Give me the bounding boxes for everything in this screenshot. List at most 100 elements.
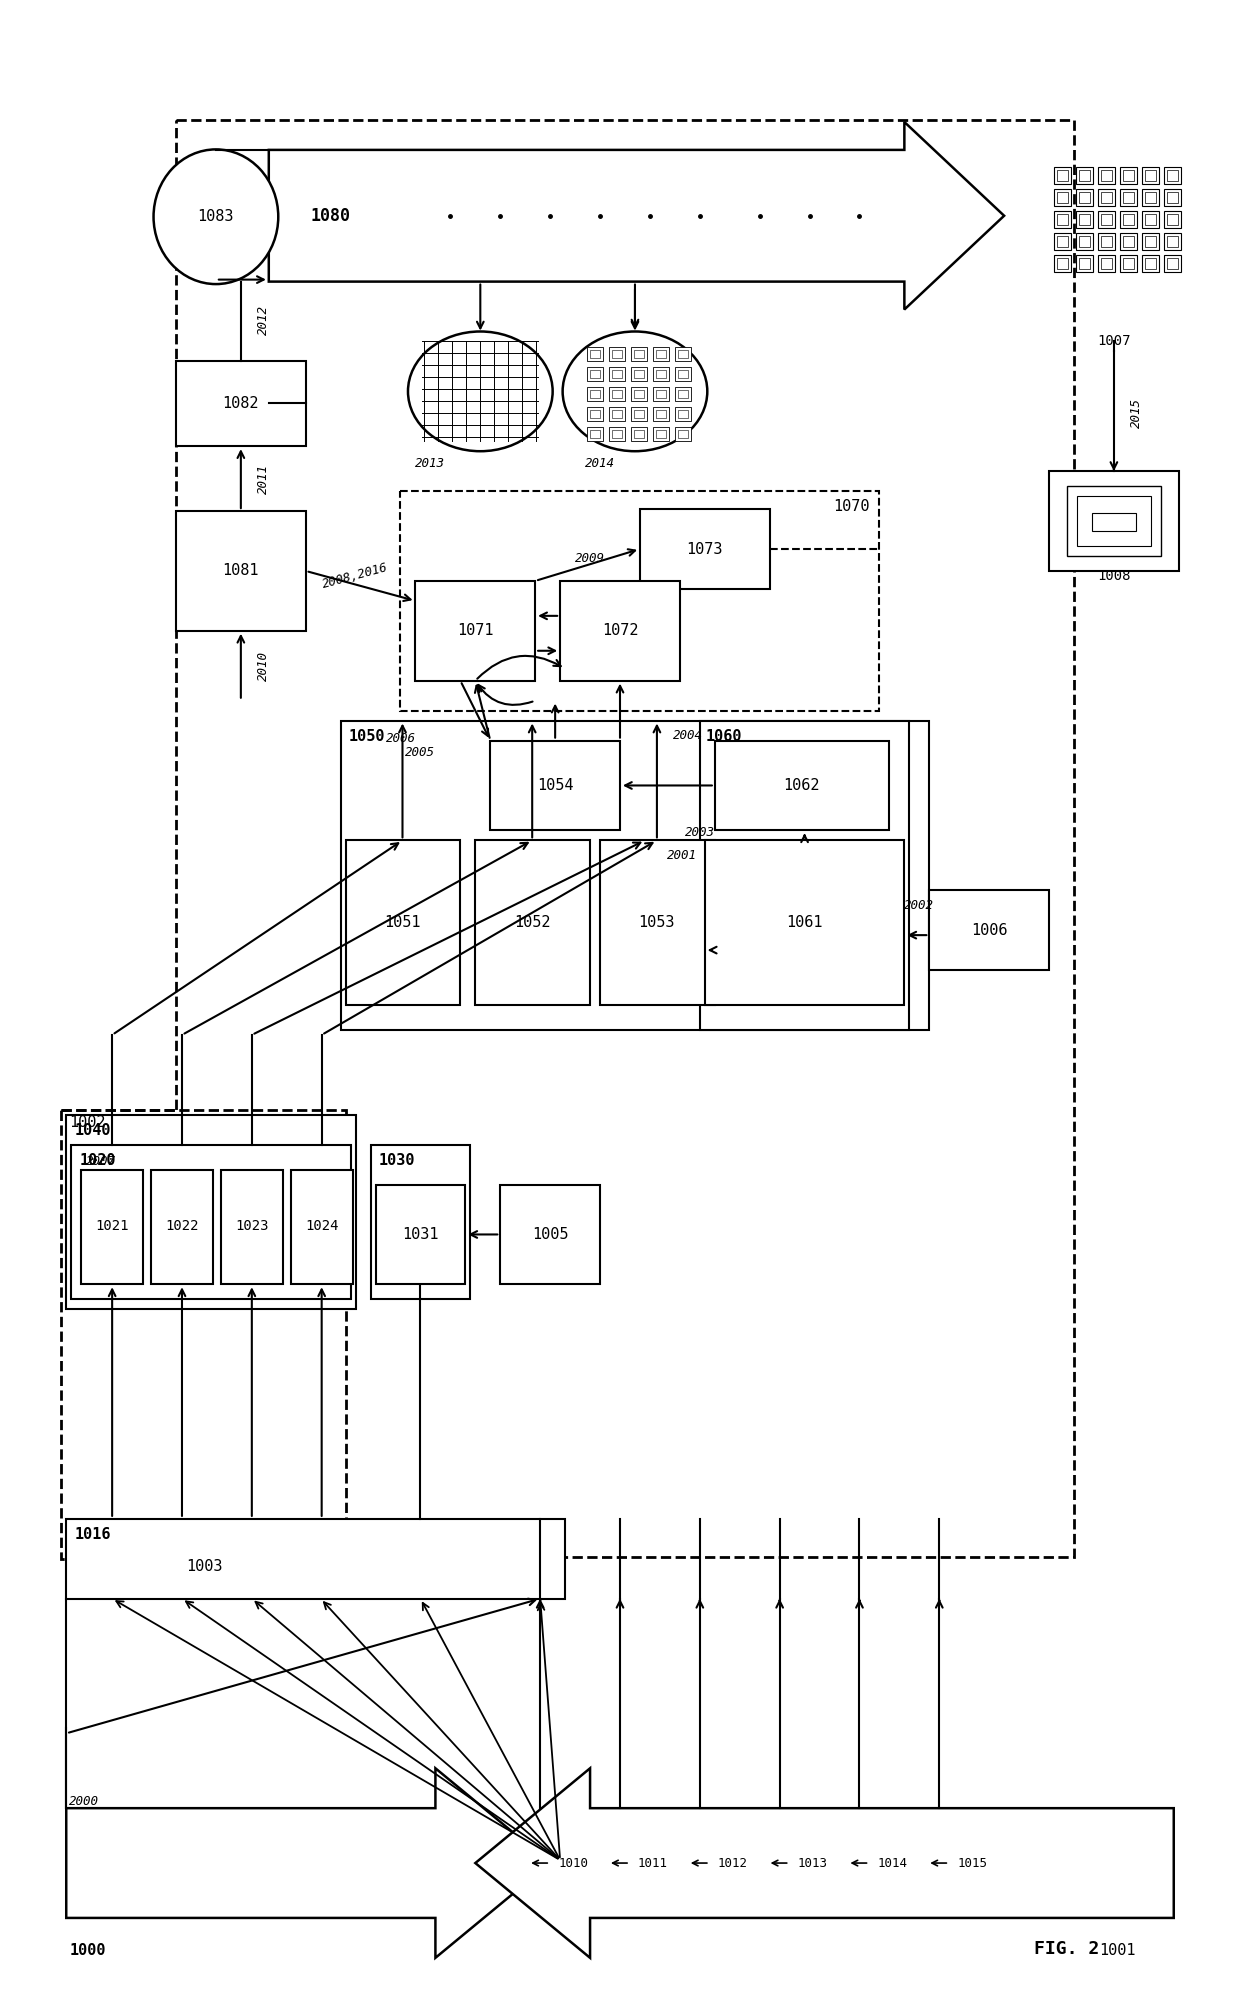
FancyBboxPatch shape [590, 370, 600, 378]
FancyBboxPatch shape [1076, 189, 1092, 205]
FancyBboxPatch shape [1054, 233, 1071, 251]
FancyBboxPatch shape [699, 720, 909, 1030]
Text: 1054: 1054 [537, 778, 573, 794]
FancyBboxPatch shape [675, 428, 691, 442]
FancyBboxPatch shape [290, 1170, 352, 1285]
FancyBboxPatch shape [66, 1114, 356, 1309]
FancyBboxPatch shape [590, 350, 600, 358]
FancyBboxPatch shape [613, 370, 622, 378]
FancyBboxPatch shape [653, 408, 668, 422]
FancyBboxPatch shape [1076, 211, 1092, 227]
Text: 1083: 1083 [197, 209, 234, 225]
FancyBboxPatch shape [587, 368, 603, 382]
FancyBboxPatch shape [1120, 255, 1137, 272]
FancyBboxPatch shape [1164, 167, 1180, 183]
FancyBboxPatch shape [71, 1144, 351, 1299]
FancyBboxPatch shape [587, 408, 603, 422]
Text: 1070: 1070 [833, 499, 869, 513]
Text: 1010: 1010 [558, 1856, 588, 1870]
Text: 2008,2016: 2008,2016 [321, 561, 389, 591]
Text: 1040: 1040 [74, 1122, 110, 1138]
Text: 1073: 1073 [687, 541, 723, 557]
FancyBboxPatch shape [1164, 189, 1180, 205]
FancyBboxPatch shape [631, 368, 647, 382]
FancyBboxPatch shape [675, 368, 691, 382]
FancyBboxPatch shape [376, 1185, 465, 1285]
FancyBboxPatch shape [634, 430, 644, 438]
FancyBboxPatch shape [1145, 169, 1156, 181]
Text: 1012: 1012 [718, 1856, 748, 1870]
Text: 2013: 2013 [415, 457, 445, 469]
FancyBboxPatch shape [634, 370, 644, 378]
FancyBboxPatch shape [1056, 237, 1068, 247]
FancyBboxPatch shape [656, 350, 666, 358]
Text: 1011: 1011 [637, 1856, 668, 1870]
FancyBboxPatch shape [631, 388, 647, 402]
FancyBboxPatch shape [1054, 167, 1071, 183]
FancyBboxPatch shape [634, 390, 644, 398]
FancyBboxPatch shape [1123, 191, 1133, 203]
FancyBboxPatch shape [1079, 213, 1090, 225]
Text: 2001: 2001 [667, 849, 697, 861]
FancyBboxPatch shape [704, 839, 904, 1004]
Ellipse shape [563, 332, 707, 452]
FancyBboxPatch shape [631, 428, 647, 442]
FancyBboxPatch shape [1164, 255, 1180, 272]
FancyBboxPatch shape [346, 839, 460, 1004]
FancyBboxPatch shape [1164, 211, 1180, 227]
Text: 1001: 1001 [1099, 1943, 1136, 1957]
Text: 2002: 2002 [904, 899, 934, 911]
FancyBboxPatch shape [176, 119, 1074, 1557]
FancyBboxPatch shape [1145, 237, 1156, 247]
Text: 1030: 1030 [378, 1154, 415, 1168]
Text: 1051: 1051 [384, 915, 420, 929]
FancyBboxPatch shape [1066, 485, 1161, 557]
FancyBboxPatch shape [634, 350, 644, 358]
Polygon shape [66, 1768, 551, 1957]
FancyBboxPatch shape [587, 348, 603, 362]
FancyBboxPatch shape [640, 509, 770, 589]
FancyBboxPatch shape [1054, 189, 1071, 205]
FancyBboxPatch shape [613, 430, 622, 438]
FancyBboxPatch shape [1097, 211, 1115, 227]
FancyBboxPatch shape [1167, 213, 1178, 225]
FancyBboxPatch shape [1142, 189, 1159, 205]
Text: 1052: 1052 [513, 915, 551, 929]
FancyBboxPatch shape [1097, 233, 1115, 251]
FancyBboxPatch shape [371, 1144, 470, 1299]
FancyBboxPatch shape [1097, 167, 1115, 183]
FancyBboxPatch shape [590, 410, 600, 418]
FancyBboxPatch shape [653, 388, 668, 402]
Text: 1020: 1020 [79, 1154, 115, 1168]
Text: 1053: 1053 [639, 915, 675, 929]
FancyBboxPatch shape [1167, 191, 1178, 203]
Text: 2000: 2000 [69, 1796, 99, 1808]
FancyBboxPatch shape [587, 388, 603, 402]
FancyBboxPatch shape [1097, 189, 1115, 205]
FancyBboxPatch shape [675, 388, 691, 402]
FancyBboxPatch shape [1120, 211, 1137, 227]
FancyBboxPatch shape [1056, 213, 1068, 225]
FancyBboxPatch shape [609, 408, 625, 422]
FancyBboxPatch shape [653, 428, 668, 442]
Text: 2007: 2007 [86, 1156, 117, 1168]
FancyBboxPatch shape [1123, 213, 1133, 225]
FancyBboxPatch shape [653, 348, 668, 362]
FancyBboxPatch shape [66, 1520, 565, 1599]
FancyBboxPatch shape [1076, 167, 1092, 183]
Text: 1081: 1081 [223, 563, 259, 579]
Text: 2006: 2006 [386, 732, 415, 746]
FancyBboxPatch shape [1076, 255, 1092, 272]
FancyBboxPatch shape [1145, 191, 1156, 203]
FancyBboxPatch shape [675, 408, 691, 422]
FancyBboxPatch shape [1092, 513, 1136, 531]
FancyBboxPatch shape [221, 1170, 283, 1285]
FancyBboxPatch shape [1142, 233, 1159, 251]
FancyBboxPatch shape [1101, 237, 1112, 247]
FancyBboxPatch shape [1049, 471, 1179, 571]
FancyBboxPatch shape [656, 410, 666, 418]
FancyBboxPatch shape [1078, 495, 1151, 547]
FancyBboxPatch shape [609, 428, 625, 442]
Text: 2012: 2012 [257, 304, 270, 334]
FancyBboxPatch shape [1101, 259, 1112, 269]
